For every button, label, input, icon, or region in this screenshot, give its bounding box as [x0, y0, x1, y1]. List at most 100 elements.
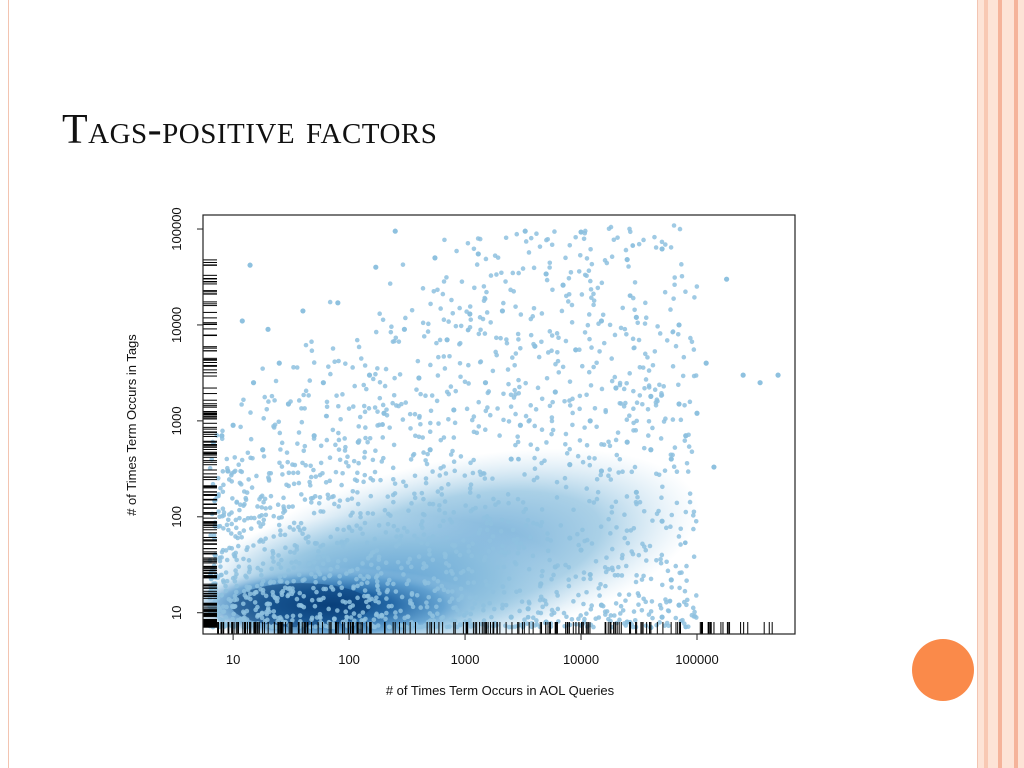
- data-point: [530, 314, 536, 319]
- data-point: [287, 549, 293, 555]
- data-point: [356, 438, 362, 443]
- data-point: [682, 438, 688, 443]
- data-point: [659, 391, 664, 396]
- data-point: [620, 305, 626, 311]
- data-point: [659, 518, 665, 524]
- data-point: [362, 363, 368, 368]
- data-point: [266, 399, 271, 404]
- data-point: [387, 281, 393, 286]
- data-point: [450, 617, 455, 623]
- data-point: [286, 504, 292, 510]
- data-point: [552, 229, 557, 234]
- data-point: [300, 308, 306, 314]
- data-point: [391, 392, 397, 398]
- data-point: [475, 236, 481, 241]
- data-point: [366, 372, 373, 378]
- data-point: [556, 370, 562, 375]
- data-point: [630, 243, 635, 248]
- data-point: [259, 505, 265, 510]
- data-point: [445, 482, 451, 487]
- data-point: [648, 609, 654, 614]
- data-point: [668, 456, 674, 462]
- data-point: [232, 455, 238, 460]
- data-point: [591, 298, 597, 303]
- data-point: [552, 389, 558, 395]
- data-point: [635, 494, 640, 500]
- data-point: [330, 427, 336, 433]
- data-point: [355, 470, 360, 476]
- data-point: [467, 486, 473, 491]
- data-point: [587, 571, 593, 578]
- data-point: [261, 499, 266, 505]
- x-tick-label: 100000: [675, 652, 718, 667]
- data-point: [598, 468, 605, 474]
- data-point: [234, 557, 239, 563]
- data-point: [406, 578, 411, 583]
- data-point: [481, 557, 487, 563]
- data-point: [567, 622, 573, 628]
- data-point: [609, 356, 614, 361]
- data-point: [663, 525, 669, 531]
- data-point: [424, 600, 429, 605]
- data-point: [368, 493, 374, 499]
- data-point: [581, 236, 587, 242]
- data-point: [340, 599, 346, 604]
- data-point: [606, 516, 611, 522]
- data-point: [398, 608, 403, 614]
- data-point: [481, 284, 487, 289]
- data-point: [515, 434, 520, 439]
- data-point: [670, 329, 675, 335]
- data-point: [446, 319, 451, 324]
- data-point: [234, 571, 239, 577]
- data-point: [435, 578, 441, 584]
- data-point: [241, 397, 246, 403]
- data-point: [370, 376, 376, 382]
- data-point: [303, 388, 309, 394]
- data-point: [235, 535, 241, 541]
- data-point: [278, 565, 284, 570]
- data-point: [526, 250, 532, 255]
- data-point: [691, 554, 697, 560]
- data-point: [421, 496, 426, 502]
- data-point: [671, 464, 677, 470]
- data-point: [230, 616, 235, 622]
- data-point: [472, 285, 477, 291]
- data-point: [421, 532, 427, 537]
- data-point: [391, 499, 396, 505]
- data-point: [301, 448, 307, 454]
- data-point: [426, 536, 432, 541]
- data-point: [694, 284, 700, 289]
- data-point: [576, 592, 581, 598]
- data-point: [598, 582, 603, 587]
- data-point: [375, 423, 380, 428]
- data-point: [404, 581, 410, 587]
- data-point: [508, 392, 514, 398]
- data-point: [261, 454, 267, 459]
- data-point: [601, 442, 607, 448]
- data-point: [314, 565, 320, 571]
- data-point: [327, 573, 333, 578]
- data-point: [370, 477, 376, 483]
- data-point: [652, 234, 657, 240]
- data-point: [662, 468, 668, 473]
- data-point: [517, 422, 523, 428]
- data-point: [269, 624, 275, 630]
- data-point: [361, 382, 367, 388]
- data-point: [244, 575, 249, 580]
- data-point: [286, 568, 291, 573]
- data-point: [587, 462, 593, 468]
- data-point: [434, 398, 440, 404]
- data-point: [576, 616, 581, 622]
- data-point: [504, 337, 509, 342]
- data-point: [484, 514, 490, 519]
- data-point: [658, 556, 663, 562]
- data-point: [464, 610, 469, 616]
- data-point: [371, 624, 377, 630]
- data-point: [520, 500, 526, 505]
- data-point: [364, 386, 369, 392]
- x-axis-label: # of Times Term Occurs in AOL Queries: [386, 683, 615, 698]
- data-point: [219, 593, 224, 598]
- data-point: [582, 538, 587, 544]
- data-point: [393, 589, 399, 594]
- data-point: [335, 526, 340, 532]
